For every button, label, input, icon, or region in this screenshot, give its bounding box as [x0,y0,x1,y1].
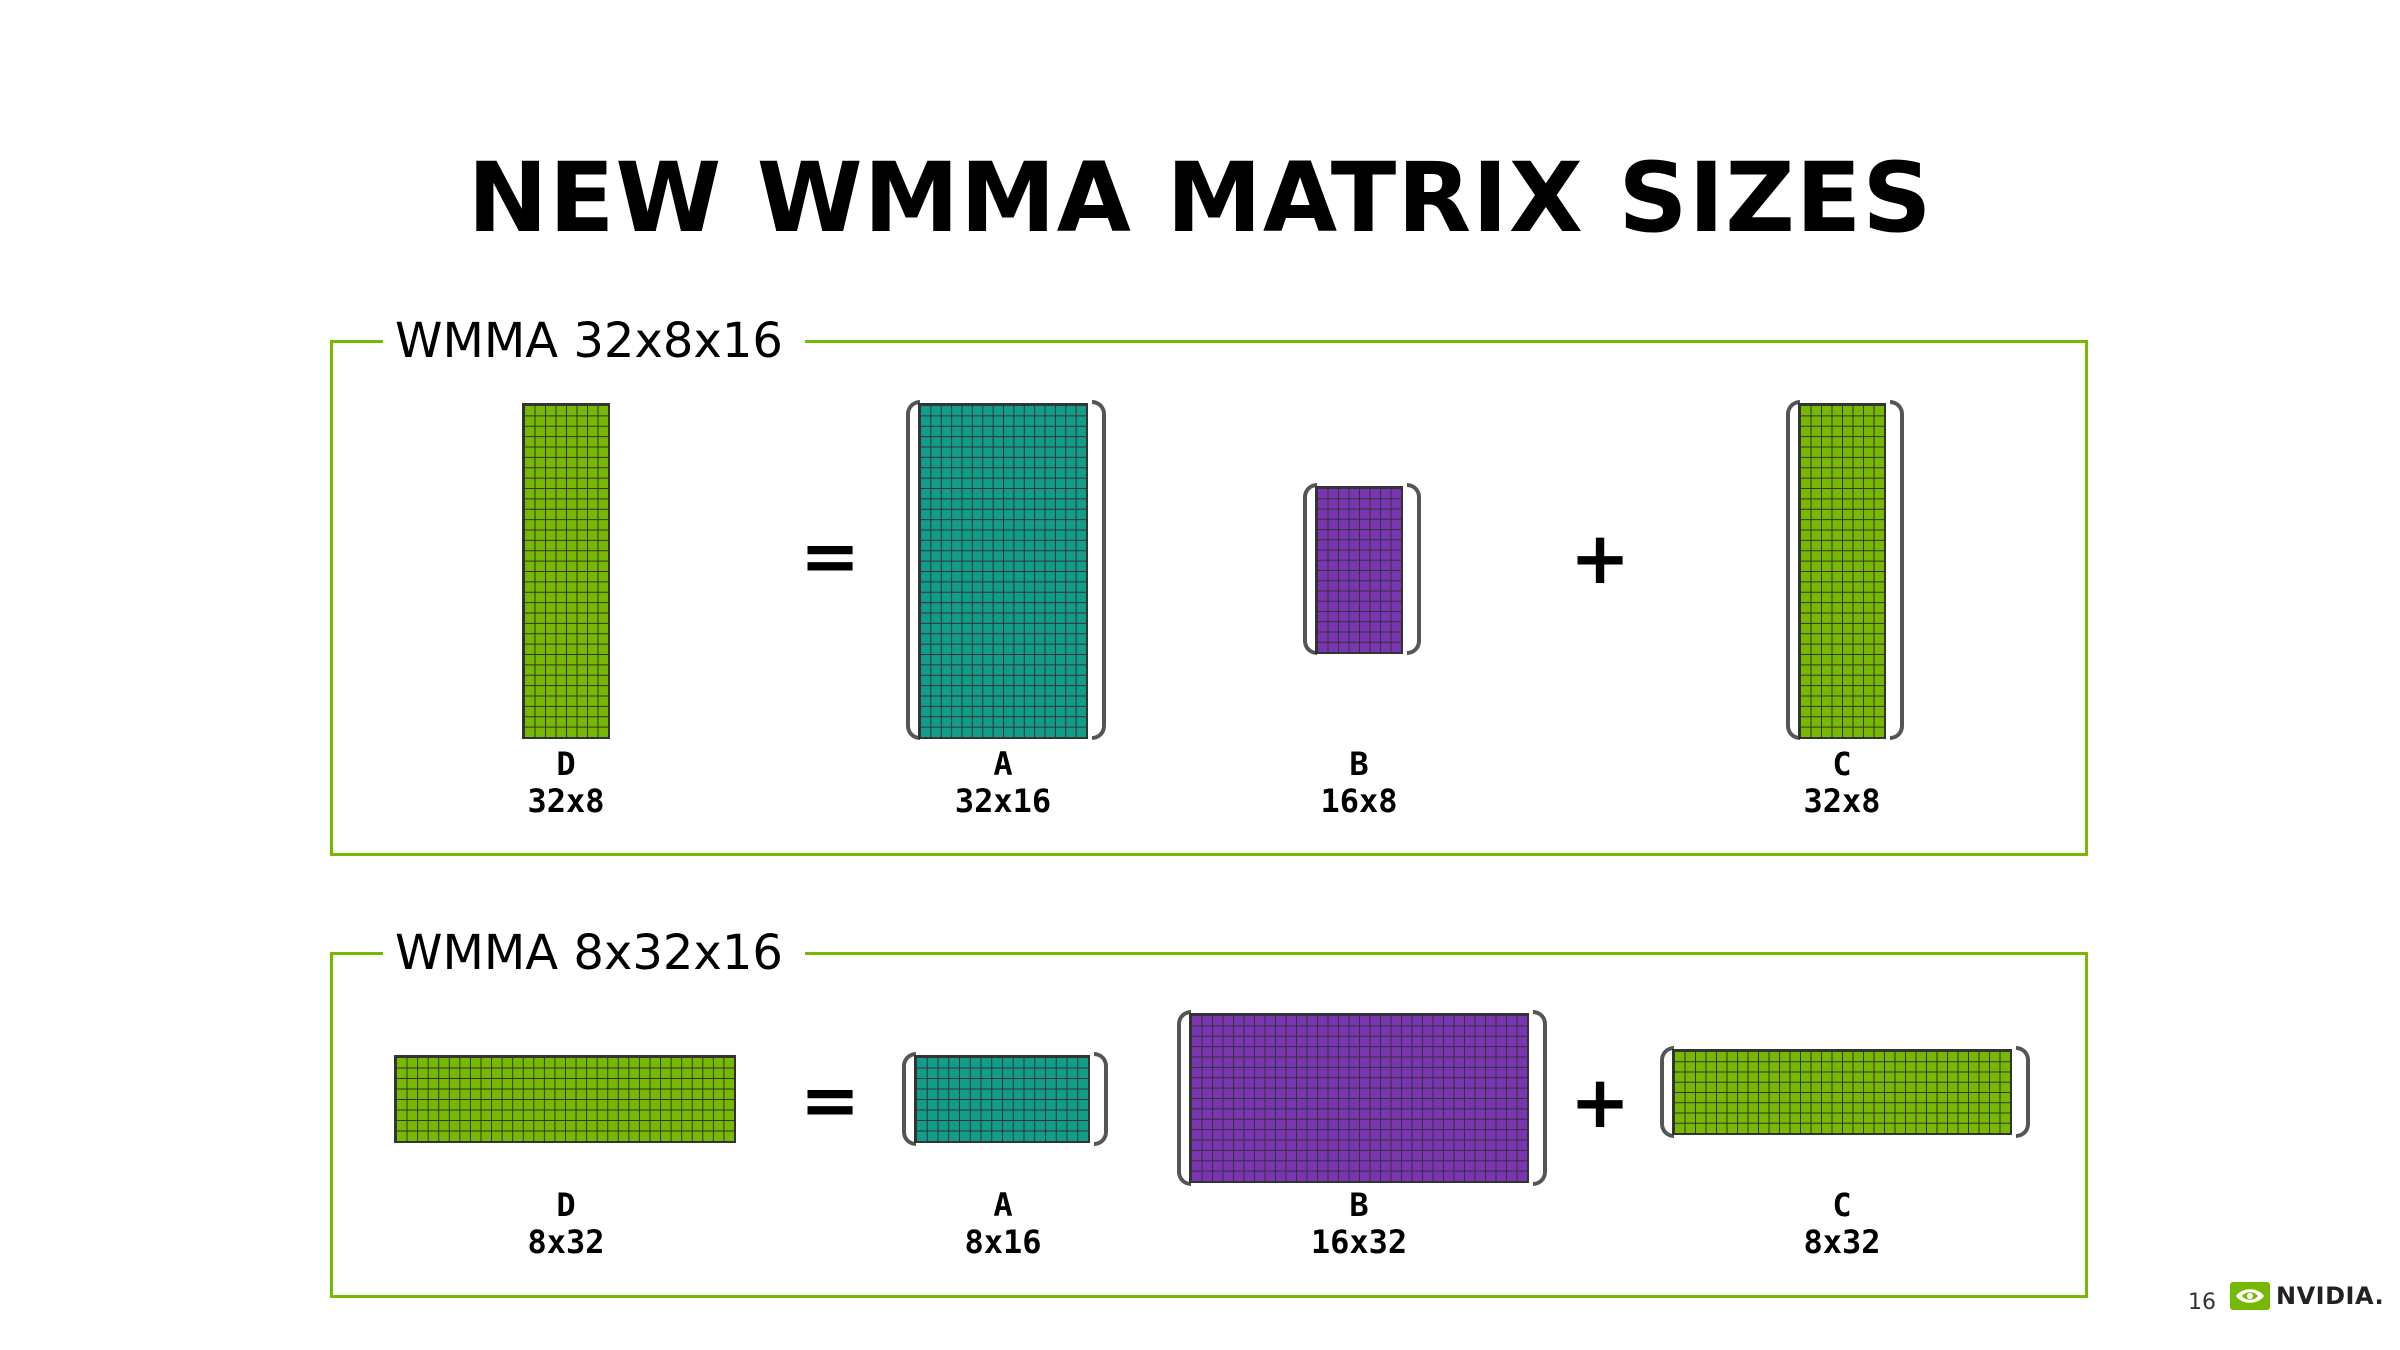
matrix-dims: 8x32 [1803,1223,1881,1261]
nvidia-eye-icon [2230,1282,2270,1310]
bracket-left [906,400,920,740]
bracket-left [1660,1046,1674,1138]
matrix-d [522,403,610,739]
matrix-dims: 8x16 [964,1223,1042,1261]
matrix-a-label: A 8x16 [883,1187,1123,1261]
plus-sign: + [1569,516,1631,600]
matrix-name: C [1832,745,1852,783]
matrix-d-label: D 32x8 [446,746,686,820]
bracket-left [1177,1010,1191,1186]
panel-label: WMMA 32x8x16 [383,311,805,371]
bracket-right [1890,400,1904,740]
matrix-b-label: B 16x32 [1239,1187,1479,1261]
slide-title: NEW WMMA MATRIX SIZES [467,142,1933,254]
matrix-c [1672,1049,2012,1135]
matrix-name: D [556,745,576,783]
plus-sign: + [1569,1060,1631,1144]
bracket-right [1407,483,1421,655]
matrix-c-label: C 32x8 [1722,746,1962,820]
logo-text: NVIDIA. [2276,1282,2385,1310]
matrix-name: A [993,745,1013,783]
matrix-b [1189,1013,1529,1183]
bracket-right [2016,1046,2030,1138]
matrix-name: B [1349,1186,1369,1224]
bracket-left [1303,483,1317,655]
matrix-b-label: B 16x8 [1239,746,1479,820]
panel-wmma-8x32x16: WMMA 8x32x16 [330,923,2088,1298]
matrix-dims: 32x16 [954,782,1052,820]
matrix-name: D [556,1186,576,1224]
matrix-name: A [993,1186,1013,1224]
page-number: 16 [2188,1290,2216,1315]
equals-sign: = [799,1058,861,1142]
matrix-dims: 16x8 [1320,782,1398,820]
matrix-b [1315,486,1403,654]
bracket-right [1533,1010,1547,1186]
bracket-right [1094,1052,1108,1146]
panel-wmma-32x8x16: WMMA 32x8x16 [330,311,2088,856]
matrix-a-label: A 32x16 [883,746,1123,820]
matrix-dims: 8x32 [527,1223,605,1261]
matrix-dims: 16x32 [1310,1223,1408,1261]
bracket-left [1786,400,1800,740]
matrix-c-label: C 8x32 [1722,1187,1962,1261]
matrix-dims: 32x8 [1803,782,1881,820]
matrix-d-label: D 8x32 [446,1187,686,1261]
nvidia-logo: NVIDIA. [2230,1282,2384,1310]
matrix-a [918,403,1088,739]
matrix-c [1798,403,1886,739]
matrix-name: B [1349,745,1369,783]
matrix-name: C [1832,1186,1852,1224]
matrix-dims: 32x8 [527,782,605,820]
matrix-d [394,1055,736,1143]
matrix-a [914,1055,1090,1143]
bracket-left [902,1052,916,1146]
panel-label: WMMA 8x32x16 [383,923,805,983]
equals-sign: = [799,514,861,598]
bracket-right [1092,400,1106,740]
